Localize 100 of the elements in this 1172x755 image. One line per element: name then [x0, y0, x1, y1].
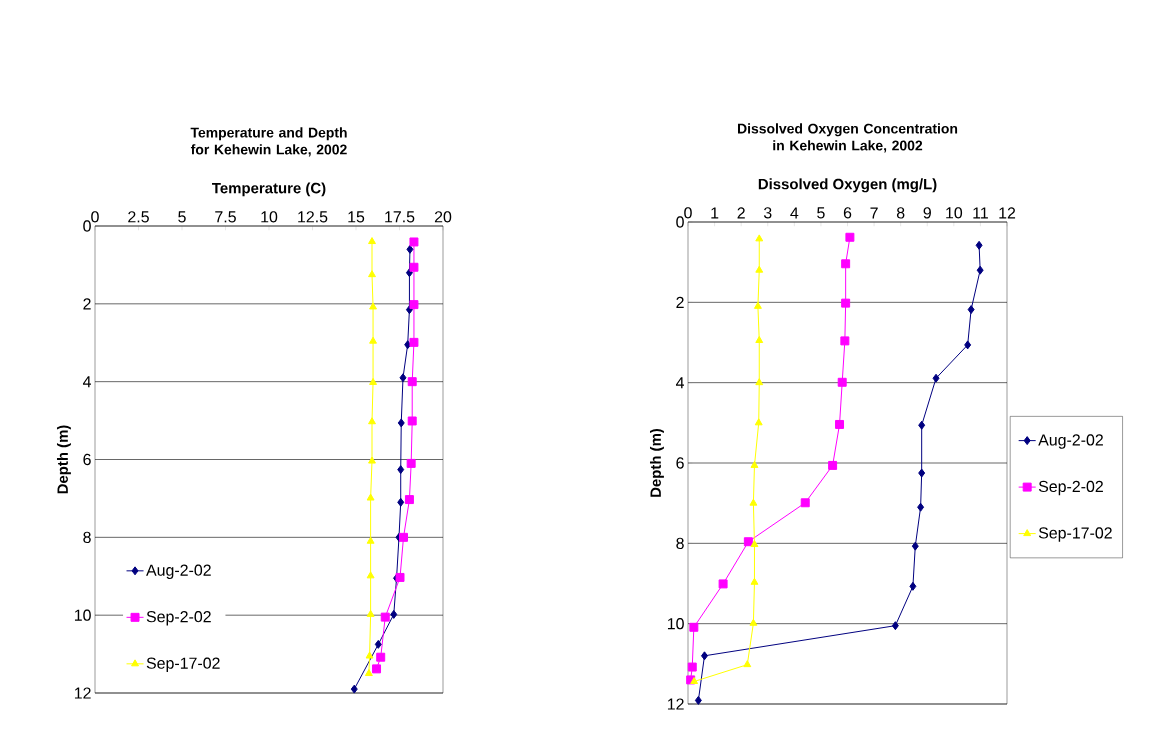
x-tick-label: 6: [843, 207, 852, 219]
point: [390, 609, 398, 619]
point: [918, 420, 926, 430]
point: [800, 498, 810, 508]
point: [932, 373, 940, 383]
point: [372, 664, 382, 674]
point: [918, 468, 926, 478]
y-tick-label: 4: [675, 377, 685, 389]
legend-label: Aug-2-02: [1038, 434, 1103, 449]
x-tick-label: 7: [870, 207, 878, 219]
point: [366, 493, 375, 501]
y-tick-label: 2: [676, 296, 684, 308]
x-tick-label: 0: [91, 211, 99, 223]
point: [749, 498, 758, 506]
point: [690, 677, 699, 684]
point: [845, 232, 855, 242]
x-tick-label: 11: [973, 207, 988, 219]
x-axis-title: Temperature (C): [212, 182, 326, 197]
chart-title: Dissolved Oxygen Concentration in Kehewin Lake, 2002: [738, 123, 958, 153]
point: [694, 695, 702, 705]
point: [975, 240, 983, 250]
x-tick-label: 15: [348, 211, 365, 223]
x-tick-label: 20: [434, 211, 452, 223]
point: [755, 378, 764, 386]
legend-label: Sep-2-02: [1038, 480, 1103, 496]
point: [828, 460, 838, 470]
y-axis-title: Depth (m): [649, 428, 664, 497]
point: [395, 572, 405, 582]
point: [407, 416, 417, 426]
point: [743, 660, 752, 668]
point: [917, 502, 925, 512]
y-axis-title: Depth (m): [56, 425, 71, 494]
point: [397, 418, 405, 428]
point: [976, 265, 984, 275]
point: [409, 237, 419, 247]
point: [380, 612, 390, 622]
point: [407, 377, 417, 387]
point: [368, 237, 376, 245]
x-tick-label: 8: [896, 207, 905, 219]
point: [374, 639, 382, 649]
x-tick-label: 2.5: [128, 211, 149, 223]
point: [365, 651, 374, 659]
x-tick-label: 12.5: [298, 211, 328, 223]
point: [369, 302, 378, 310]
point: [368, 456, 376, 464]
point: [718, 579, 728, 589]
y-tick-label: 0: [83, 220, 91, 232]
x-tick-label: 10: [946, 207, 963, 219]
point: [909, 581, 917, 591]
y-tick-label: 8: [83, 531, 91, 543]
point: [369, 377, 378, 385]
point: [755, 336, 764, 343]
x-tick-label: 10: [261, 211, 278, 223]
point: [368, 417, 376, 425]
point: [755, 265, 764, 273]
point: [755, 234, 764, 242]
legend-label: Aug-2-02: [146, 564, 211, 579]
point: [750, 460, 759, 468]
x-tick-label: 5: [817, 207, 825, 219]
point: [369, 336, 378, 344]
x-tick-label: 3: [763, 207, 772, 219]
point: [840, 336, 850, 346]
point: [754, 418, 763, 426]
point: [835, 419, 845, 429]
point: [841, 259, 851, 269]
point: [397, 497, 405, 507]
y-tick-label: 8: [676, 537, 684, 549]
legend-label: Sep-17-02: [146, 657, 220, 672]
point: [399, 532, 408, 542]
point: [404, 495, 414, 505]
y-tick-label: 12: [74, 687, 91, 699]
y-tick-label: 6: [676, 457, 684, 469]
point: [406, 458, 416, 468]
y-tick-label: 12: [667, 698, 684, 710]
point: [687, 662, 697, 672]
point: [891, 621, 899, 631]
legend-label: Sep-2-02: [146, 611, 211, 626]
x-tick-label: 4: [790, 207, 799, 219]
x-tick-label: 2: [737, 207, 745, 219]
point: [750, 540, 759, 548]
legend-label: Sep-17-02: [1038, 527, 1112, 542]
point: [749, 618, 758, 626]
point: [701, 651, 708, 661]
point: [366, 536, 375, 544]
y-tick-label: 6: [83, 453, 91, 466]
point: [750, 577, 759, 585]
point: [837, 377, 847, 387]
point: [364, 669, 373, 677]
point: [409, 262, 419, 272]
point: [967, 305, 975, 315]
point: [743, 537, 753, 547]
y-tick-label: 10: [74, 609, 91, 621]
point: [366, 571, 375, 579]
point: [689, 622, 699, 632]
point: [911, 541, 919, 551]
x-tick-label: 7.5: [215, 211, 236, 223]
point: [368, 270, 376, 278]
point: [399, 373, 407, 383]
point: [753, 301, 762, 309]
point: [409, 337, 419, 347]
